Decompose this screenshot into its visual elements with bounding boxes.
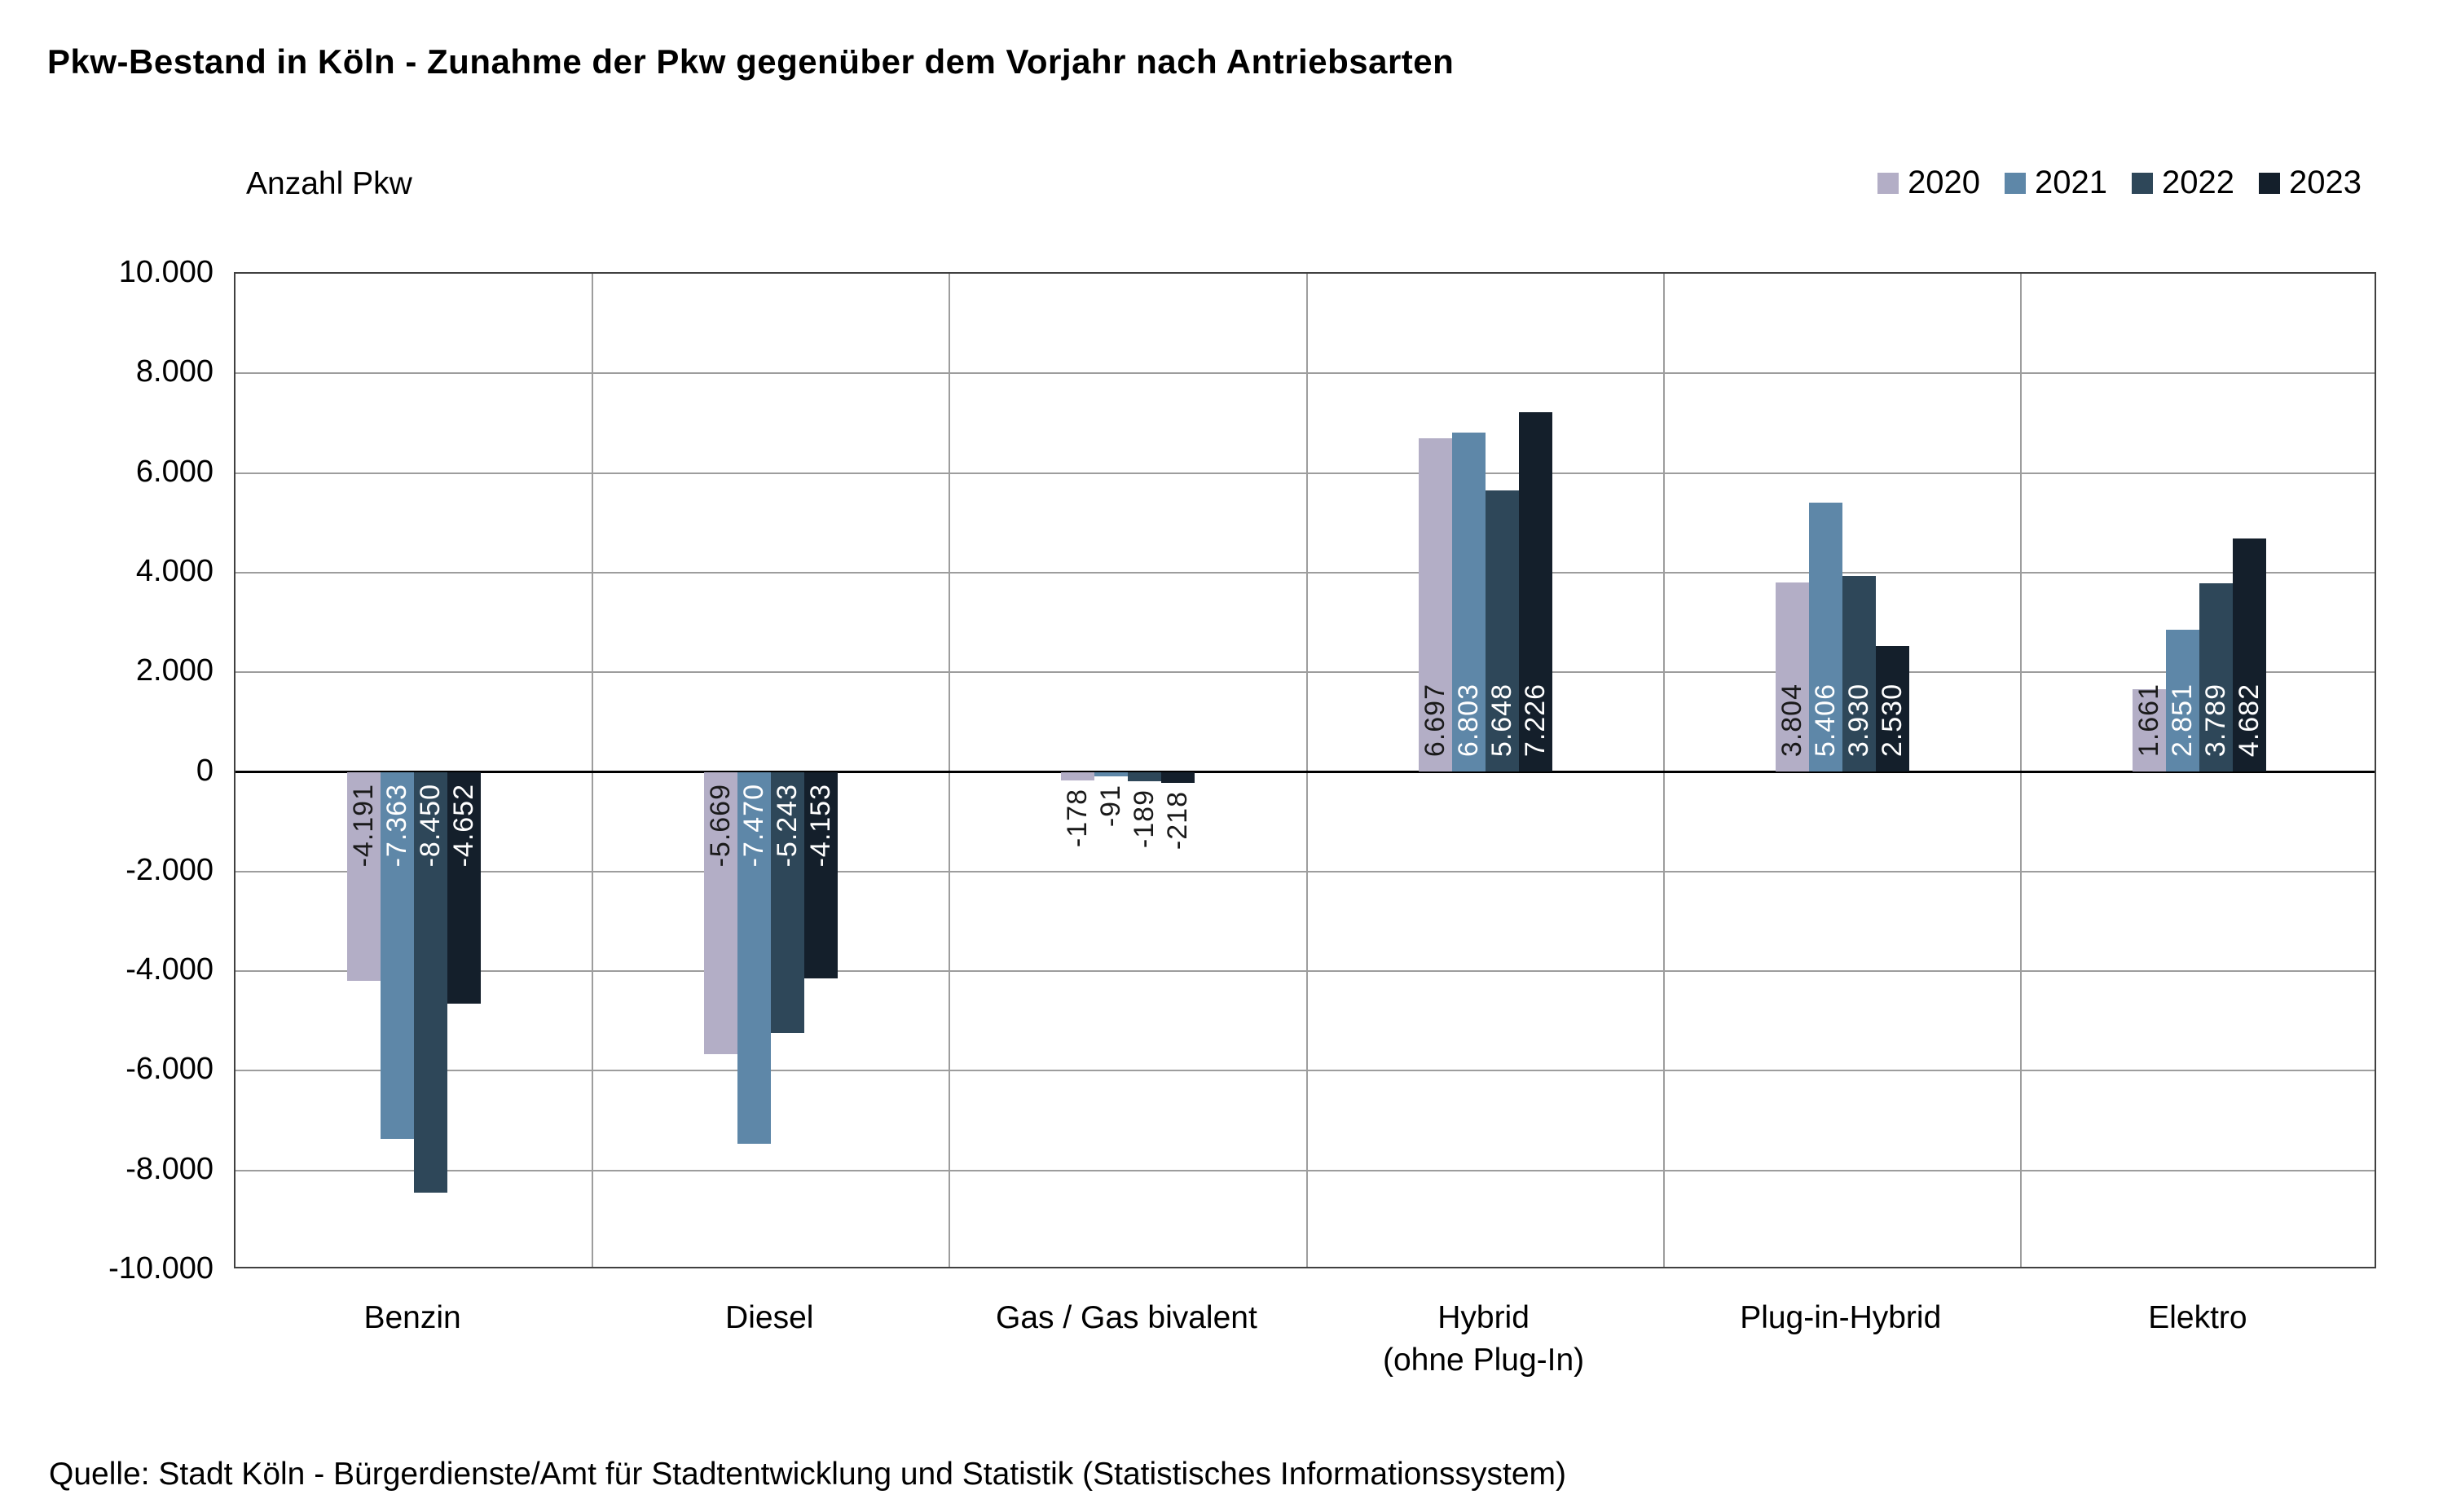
gridline-horizontal [235,970,2375,973]
x-axis-label: Diesel [725,1300,814,1335]
gridline-horizontal [235,870,2375,872]
bar-value-label: -189 [1128,789,1161,848]
bar-2020-5 [2132,688,2166,772]
x-axis-label: Plug-in-Hybrid [1740,1300,1942,1335]
gridline-horizontal [235,1169,2375,1171]
source-note: Quelle: Stadt Köln - Bürgerdienste/Amt f… [49,1457,1566,1492]
bar-2021-2 [1094,771,1129,777]
y-tick-label: 2.000 [135,653,213,688]
y-tick-label: 8.000 [135,354,213,389]
bar-2022-3 [1485,490,1519,772]
bar-value-label: -178 [1061,789,1094,847]
bar-2023-0 [447,771,482,1004]
chart-legend: 2020 2021 2022 2023 [1877,165,2362,201]
legend-swatch [2259,172,2281,194]
y-tick-label: -2.000 [125,852,213,887]
x-axis-label: Benzin [363,1300,461,1335]
bar-2021-0 [381,771,415,1139]
bar-2020-1 [704,771,738,1055]
bar-2020-0 [347,771,381,981]
legend-item-2023: 2023 [2259,165,2362,201]
bar-2020-3 [1418,437,1452,772]
gridline-vertical [2019,274,2022,1267]
legend-label: 2020 [1908,165,1981,200]
x-axis-label: Gas / Gas bivalent [995,1300,1257,1335]
y-tick-label: -8.000 [125,1151,213,1186]
bar-2023-5 [2232,538,2266,772]
x-axis-label: Hybrid (ohne Plug-In) [1383,1300,1585,1378]
gridline-horizontal [235,671,2375,674]
gridline-horizontal [235,1070,2375,1072]
x-axis-label: Elektro [2148,1300,2247,1335]
bar-value-text: -178 [1062,789,1094,848]
gridline-vertical [592,274,594,1267]
bar-value-text: -218 [1162,790,1194,850]
bar-value-label: -218 [1161,791,1195,850]
legend-swatch [2132,172,2154,194]
y-tick-label: -4.000 [125,952,213,987]
bar-2022-4 [1842,576,1876,772]
bar-2023-2 [1161,771,1195,783]
legend-label: 2023 [2289,165,2362,200]
y-tick-label: 0 [196,753,213,788]
bar-2023-3 [1518,411,1552,772]
y-tick-label: -6.000 [125,1052,213,1087]
y-tick-label: 10.000 [118,255,213,289]
gridline-vertical [1662,274,1665,1267]
bar-2023-1 [804,771,839,979]
legend-item-2020: 2020 [1877,165,1980,201]
legend-item-2022: 2022 [2132,165,2234,201]
bar-2022-0 [414,771,448,1193]
legend-swatch [1877,172,1899,194]
bar-2021-1 [737,771,772,1145]
gridline-horizontal [235,472,2375,474]
bar-2022-5 [2199,582,2233,772]
y-axis-title: Anzahl Pkw [246,166,412,201]
y-tick-label: 6.000 [135,454,213,489]
bar-2022-1 [771,771,805,1034]
legend-label: 2022 [2162,165,2235,200]
bar-value-text: -91 [1095,785,1127,828]
bar-2021-4 [1808,502,1842,772]
gridline-horizontal [235,372,2375,375]
bar-2021-5 [2165,630,2199,772]
legend-swatch [2005,172,2027,194]
bar-2020-2 [1061,771,1095,781]
bar-value-text: -189 [1129,789,1160,849]
y-tick-label: 4.000 [135,553,213,588]
bar-2020-4 [1775,582,1809,772]
plot-area: -4.191 -5.669 -178 6.697 3.804 1.661 -7.363 -7.… [234,272,2376,1268]
bar-2022-2 [1128,771,1162,782]
bar-2021-3 [1451,433,1486,772]
bar-value-label: -91 [1094,785,1128,827]
y-tick-label: -10.000 [108,1251,213,1286]
legend-label: 2021 [2035,165,2108,200]
gridline-vertical [949,274,951,1267]
chart-title: Pkw-Bestand in Köln - Zunahme der Pkw ge… [47,42,1455,81]
zero-line [235,771,2375,773]
legend-item-2021: 2021 [2005,165,2107,201]
gridline-horizontal [235,571,2375,574]
bar-2023-4 [1875,645,1909,772]
gridline-vertical [1305,274,1308,1267]
